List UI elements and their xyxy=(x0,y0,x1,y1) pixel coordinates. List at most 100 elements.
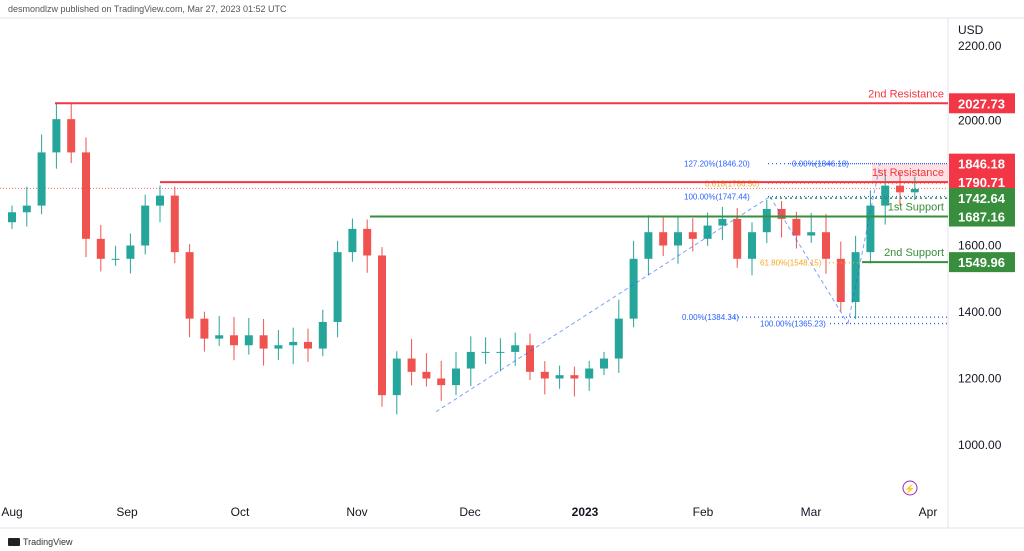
candle-body xyxy=(37,152,46,206)
candle-body xyxy=(259,335,268,349)
candle-body xyxy=(511,345,520,352)
candle-body xyxy=(304,341,312,349)
candle-body xyxy=(407,358,416,372)
candle-body xyxy=(570,375,579,379)
candle-body xyxy=(733,218,742,259)
fib-label: 100.00%(1365.23) xyxy=(760,320,826,329)
candle-body xyxy=(777,208,786,219)
candle-body xyxy=(318,321,327,349)
candle-body xyxy=(156,195,164,206)
candle-body xyxy=(422,371,431,379)
price-tag-label: 1846.18 xyxy=(958,157,1005,172)
y-tick-label: 1000.00 xyxy=(958,438,1002,452)
candle-body xyxy=(600,358,608,369)
x-tick-label: Mar xyxy=(801,505,822,519)
candle-body xyxy=(8,212,16,223)
fib-label: 100.00%(1747.44) xyxy=(684,192,750,201)
publish-byline: desmondlzw published on TradingView.com,… xyxy=(8,4,287,14)
y-tick-label: 1400.00 xyxy=(958,305,1002,319)
price-tag-label: 1549.96 xyxy=(958,255,1005,270)
y-tick-label: 2000.00 xyxy=(958,114,1002,128)
y-tick-label: 1200.00 xyxy=(958,372,1002,386)
x-tick-label: Feb xyxy=(693,505,714,519)
tradingview-logo: TradingView xyxy=(8,537,73,547)
candle-body xyxy=(289,341,298,346)
candle-body xyxy=(185,252,194,319)
candle-body xyxy=(822,232,830,259)
candle-body xyxy=(392,358,401,396)
price-tag-label: 1687.16 xyxy=(958,210,1005,225)
candle-body xyxy=(496,351,505,353)
candle-body xyxy=(866,205,875,253)
candle-body xyxy=(896,185,904,193)
x-tick-label: Nov xyxy=(346,505,367,519)
price-tag-label: 1790.71 xyxy=(958,175,1005,190)
candle-body xyxy=(836,258,845,303)
price-tag xyxy=(949,153,1015,174)
price-tag-label: 1742.64 xyxy=(958,191,1006,206)
x-tick-label: Apr xyxy=(919,505,938,519)
candle-body xyxy=(526,345,534,372)
sr-level-label: 1st Support xyxy=(888,202,944,214)
candle-body xyxy=(348,228,357,253)
candle-body xyxy=(718,218,727,226)
candle-body xyxy=(481,351,490,353)
candle-body xyxy=(910,188,919,193)
candle-body xyxy=(333,252,342,322)
tv-logo-icon xyxy=(8,538,20,546)
fib-label: 127.20%(1846.20) xyxy=(684,160,750,169)
candle-body xyxy=(540,371,549,379)
candle-body xyxy=(82,152,90,239)
candle-body xyxy=(363,228,372,256)
x-tick-label: 2023 xyxy=(572,505,599,519)
currency-label: USD xyxy=(958,23,984,37)
candle-body xyxy=(170,195,179,253)
candle-body xyxy=(748,232,756,259)
sr-level-label: 1st Resistance xyxy=(872,167,944,179)
x-tick-label: Oct xyxy=(231,505,250,519)
candle-body xyxy=(141,205,150,246)
price-tag xyxy=(949,188,1015,209)
logo-text: TradingView xyxy=(23,537,73,547)
candle-body xyxy=(688,232,697,239)
x-tick-label: Dec xyxy=(459,505,480,519)
candle-body xyxy=(585,368,594,379)
candle-body xyxy=(126,245,135,259)
price-tag xyxy=(949,93,1015,114)
candle-body xyxy=(52,119,61,153)
candle-body xyxy=(703,225,712,239)
candle-body xyxy=(96,238,105,259)
candle-body xyxy=(452,368,460,386)
fib-label: 0.00%(1846.18) xyxy=(792,160,849,169)
candle-body xyxy=(881,185,890,206)
candle-body xyxy=(244,335,253,346)
lightning-icon xyxy=(902,480,918,496)
price-tag xyxy=(949,252,1015,273)
x-tick-label: Aug xyxy=(1,505,22,519)
resistance-zone xyxy=(872,163,948,183)
fib-label: 0.618(1786.50) xyxy=(705,179,760,188)
candle-body xyxy=(555,375,564,379)
candle-body xyxy=(230,335,238,346)
candle-body xyxy=(629,258,638,319)
candle-body xyxy=(22,205,31,213)
price-tag xyxy=(949,206,1015,227)
candle-body xyxy=(274,345,283,349)
sr-level-label: 2nd Support xyxy=(884,247,944,259)
y-tick-label: 2200.00 xyxy=(958,39,1002,53)
candle-body xyxy=(674,232,682,246)
candle-body xyxy=(807,232,816,236)
candle-body xyxy=(762,208,771,233)
candle-body xyxy=(111,258,120,260)
candle-body xyxy=(614,318,623,359)
price-tag xyxy=(949,172,1015,193)
candle-body xyxy=(851,252,860,303)
candle-body xyxy=(200,318,209,339)
fib-trend-line xyxy=(769,196,849,324)
candle-body xyxy=(215,335,224,339)
sr-level-label: 2nd Resistance xyxy=(868,88,944,100)
candle-body xyxy=(437,378,446,386)
candle-body xyxy=(792,218,801,236)
price-tag-label: 2027.73 xyxy=(958,96,1005,111)
